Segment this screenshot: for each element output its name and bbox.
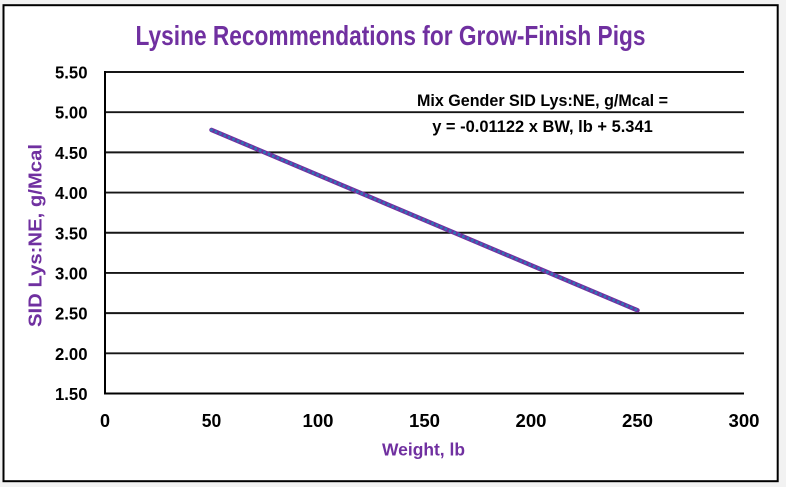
svg-text:200: 200: [516, 411, 547, 431]
svg-text:2.50: 2.50: [55, 304, 88, 324]
svg-text:100: 100: [303, 411, 334, 431]
svg-text:150: 150: [409, 411, 440, 431]
svg-text:1.50: 1.50: [55, 384, 88, 404]
svg-text:4.00: 4.00: [55, 183, 88, 203]
svg-text:4.50: 4.50: [55, 143, 88, 163]
svg-text:2.00: 2.00: [55, 344, 88, 364]
svg-text:Weight, lb: Weight, lb: [382, 439, 465, 459]
svg-text:50: 50: [202, 411, 222, 431]
svg-text:y = -0.01122 x BW, lb + 5.341: y = -0.01122 x BW, lb + 5.341: [432, 117, 653, 136]
svg-text:0: 0: [100, 411, 110, 431]
svg-text:Lysine Recommendations for Gro: Lysine Recommendations for Grow-Finish P…: [136, 20, 646, 51]
svg-text:250: 250: [622, 411, 653, 431]
svg-text:3.50: 3.50: [55, 223, 88, 243]
svg-text:3.00: 3.00: [55, 263, 88, 283]
svg-text:5.00: 5.00: [55, 103, 88, 123]
svg-text:300: 300: [729, 411, 760, 431]
svg-text:5.50: 5.50: [55, 63, 88, 83]
svg-text:SID Lys:NE, g/Mcal: SID Lys:NE, g/Mcal: [26, 144, 46, 327]
svg-text:Mix Gender SID Lys:NE, g/Mcal: Mix Gender SID Lys:NE, g/Mcal =: [417, 91, 668, 110]
